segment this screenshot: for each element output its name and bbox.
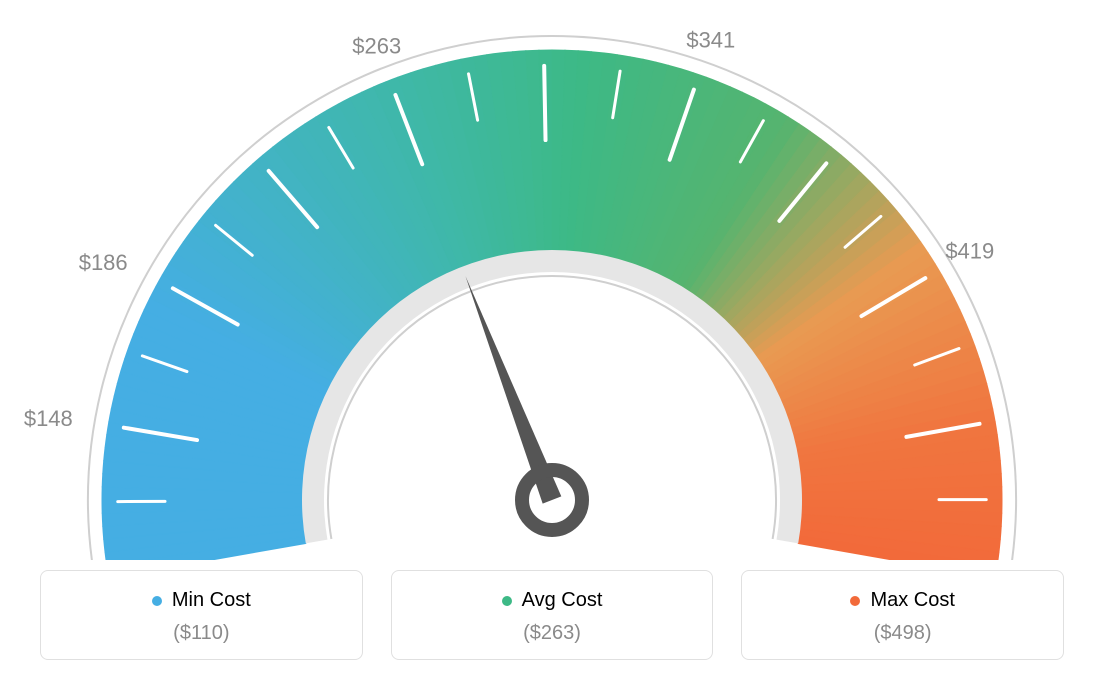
legend-card-avg: Avg Cost ($263) <box>391 570 714 660</box>
chart-stage: $110$148$186$263$341$419$498 Min Cost ($… <box>0 0 1104 690</box>
legend-dot-avg <box>502 596 512 606</box>
legend-card-min: Min Cost ($110) <box>40 570 363 660</box>
legend-title-max: Max Cost <box>850 589 954 612</box>
legend-title-min: Min Cost <box>152 589 251 612</box>
legend-value-avg: ($263) <box>402 622 703 645</box>
legend-value-min: ($110) <box>51 622 352 645</box>
legend-title-avg: Avg Cost <box>502 589 603 612</box>
tick-label: $341 <box>686 28 735 53</box>
tick-label: $263 <box>352 34 401 59</box>
legend-card-max: Max Cost ($498) <box>741 570 1064 660</box>
legend-label-avg: Avg Cost <box>522 589 603 612</box>
legend-label-min: Min Cost <box>172 589 251 612</box>
legend-dot-min <box>152 596 162 606</box>
tick-label: $148 <box>24 406 73 431</box>
gauge-svg: $110$148$186$263$341$419$498 <box>0 0 1104 560</box>
legend-dot-max <box>850 596 860 606</box>
tick-label: $186 <box>79 250 128 275</box>
legend-label-max: Max Cost <box>870 589 954 612</box>
legend-value-max: ($498) <box>752 622 1053 645</box>
legend-row: Min Cost ($110) Avg Cost ($263) Max Cost… <box>40 570 1064 660</box>
gauge-container: $110$148$186$263$341$419$498 <box>0 0 1104 560</box>
tick-label: $419 <box>945 239 994 264</box>
